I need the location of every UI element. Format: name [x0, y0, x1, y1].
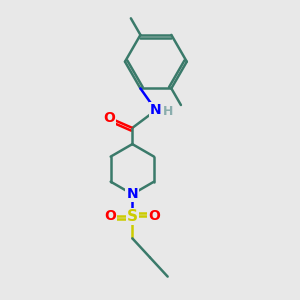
Text: O: O: [148, 209, 160, 223]
Text: N: N: [127, 187, 138, 201]
Text: S: S: [127, 209, 138, 224]
Text: O: O: [104, 209, 116, 223]
Text: H: H: [163, 105, 173, 118]
Text: N: N: [150, 103, 162, 117]
Text: O: O: [103, 111, 115, 124]
